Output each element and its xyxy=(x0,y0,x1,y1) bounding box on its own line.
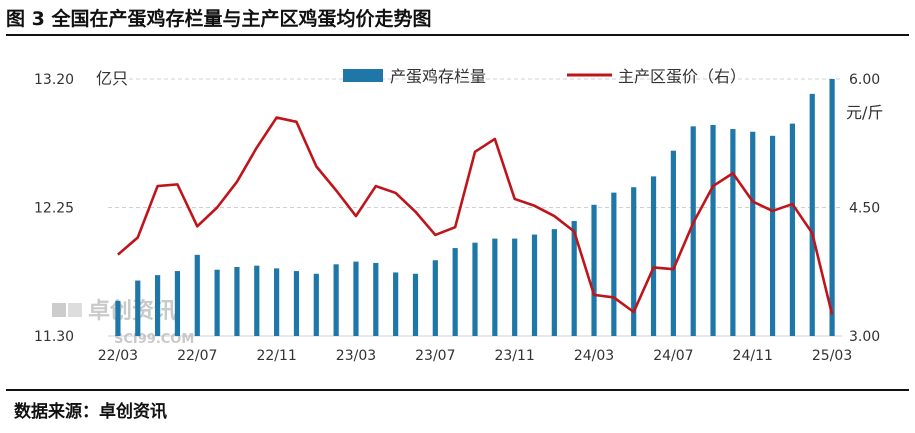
x-tick-label: 23/07 xyxy=(415,348,455,364)
left-tick-label: 12.25 xyxy=(34,201,74,217)
footer-divider xyxy=(6,389,909,391)
bar xyxy=(432,260,438,336)
x-tick-label: 23/03 xyxy=(336,348,376,364)
bar xyxy=(274,268,280,336)
bar xyxy=(670,150,676,336)
x-tick-label: 22/07 xyxy=(177,348,217,364)
bar xyxy=(551,229,557,336)
watermark-text: 卓创资讯 xyxy=(88,299,176,324)
left-tick-label: 11.30 xyxy=(34,329,74,345)
bar xyxy=(690,126,696,336)
bar xyxy=(750,131,756,336)
price-line xyxy=(117,116,834,315)
bar xyxy=(174,271,181,336)
bar xyxy=(809,93,815,336)
left-axis-unit: 亿只 xyxy=(96,69,128,88)
bar xyxy=(531,234,538,336)
x-tick-label: 25/03 xyxy=(812,348,852,364)
watermark-site: SCI99.COM xyxy=(114,332,194,347)
bar xyxy=(829,79,835,336)
right-axis-unit: 元/斤 xyxy=(846,103,883,122)
bar xyxy=(492,238,498,336)
bar xyxy=(333,264,339,336)
bar xyxy=(571,221,577,336)
x-tick-label: 23/11 xyxy=(494,348,534,364)
right-tick-label: 4.50 xyxy=(849,201,880,217)
watermark-logo xyxy=(68,303,82,317)
bar xyxy=(472,242,478,336)
x-tick-label: 22/03 xyxy=(98,348,138,364)
bar xyxy=(194,254,200,336)
bar xyxy=(135,280,141,336)
bar xyxy=(512,238,518,336)
right-tick-label: 6.00 xyxy=(849,72,880,88)
chart-title: 图 3 全国在产蛋鸡存栏量与主产区鸡蛋均价走势图 xyxy=(6,4,909,36)
left-tick-label: 13.20 xyxy=(34,72,74,88)
bar xyxy=(293,271,300,336)
right-tick-label: 3.00 xyxy=(849,329,880,345)
legend-bar-swatch xyxy=(343,69,383,82)
bar xyxy=(611,192,617,336)
x-tick-label: 22/11 xyxy=(256,348,296,364)
bar xyxy=(115,300,121,336)
bar xyxy=(412,273,419,336)
x-tick-label: 24/03 xyxy=(574,348,614,364)
bar xyxy=(452,248,458,336)
bar xyxy=(730,129,736,336)
legend-line-label: 主产区蛋价（右） xyxy=(618,67,746,86)
bar xyxy=(154,275,161,336)
bar xyxy=(710,124,716,337)
data-source: 数据来源：卓创资讯 xyxy=(14,402,167,422)
x-tick-label: 24/07 xyxy=(653,348,693,364)
bar xyxy=(769,135,776,336)
legend-bar-label: 产蛋鸡存栏量 xyxy=(390,67,486,86)
watermark-logo xyxy=(52,303,66,317)
bar xyxy=(313,273,319,336)
bar xyxy=(254,265,260,336)
bar xyxy=(373,262,379,336)
bar xyxy=(591,204,597,336)
bar xyxy=(234,267,240,336)
bar xyxy=(631,187,637,336)
bar xyxy=(353,261,359,336)
bar xyxy=(393,272,399,336)
bar xyxy=(789,123,796,336)
bar xyxy=(650,176,657,336)
bar xyxy=(214,269,220,336)
x-tick-label: 24/11 xyxy=(733,348,773,364)
